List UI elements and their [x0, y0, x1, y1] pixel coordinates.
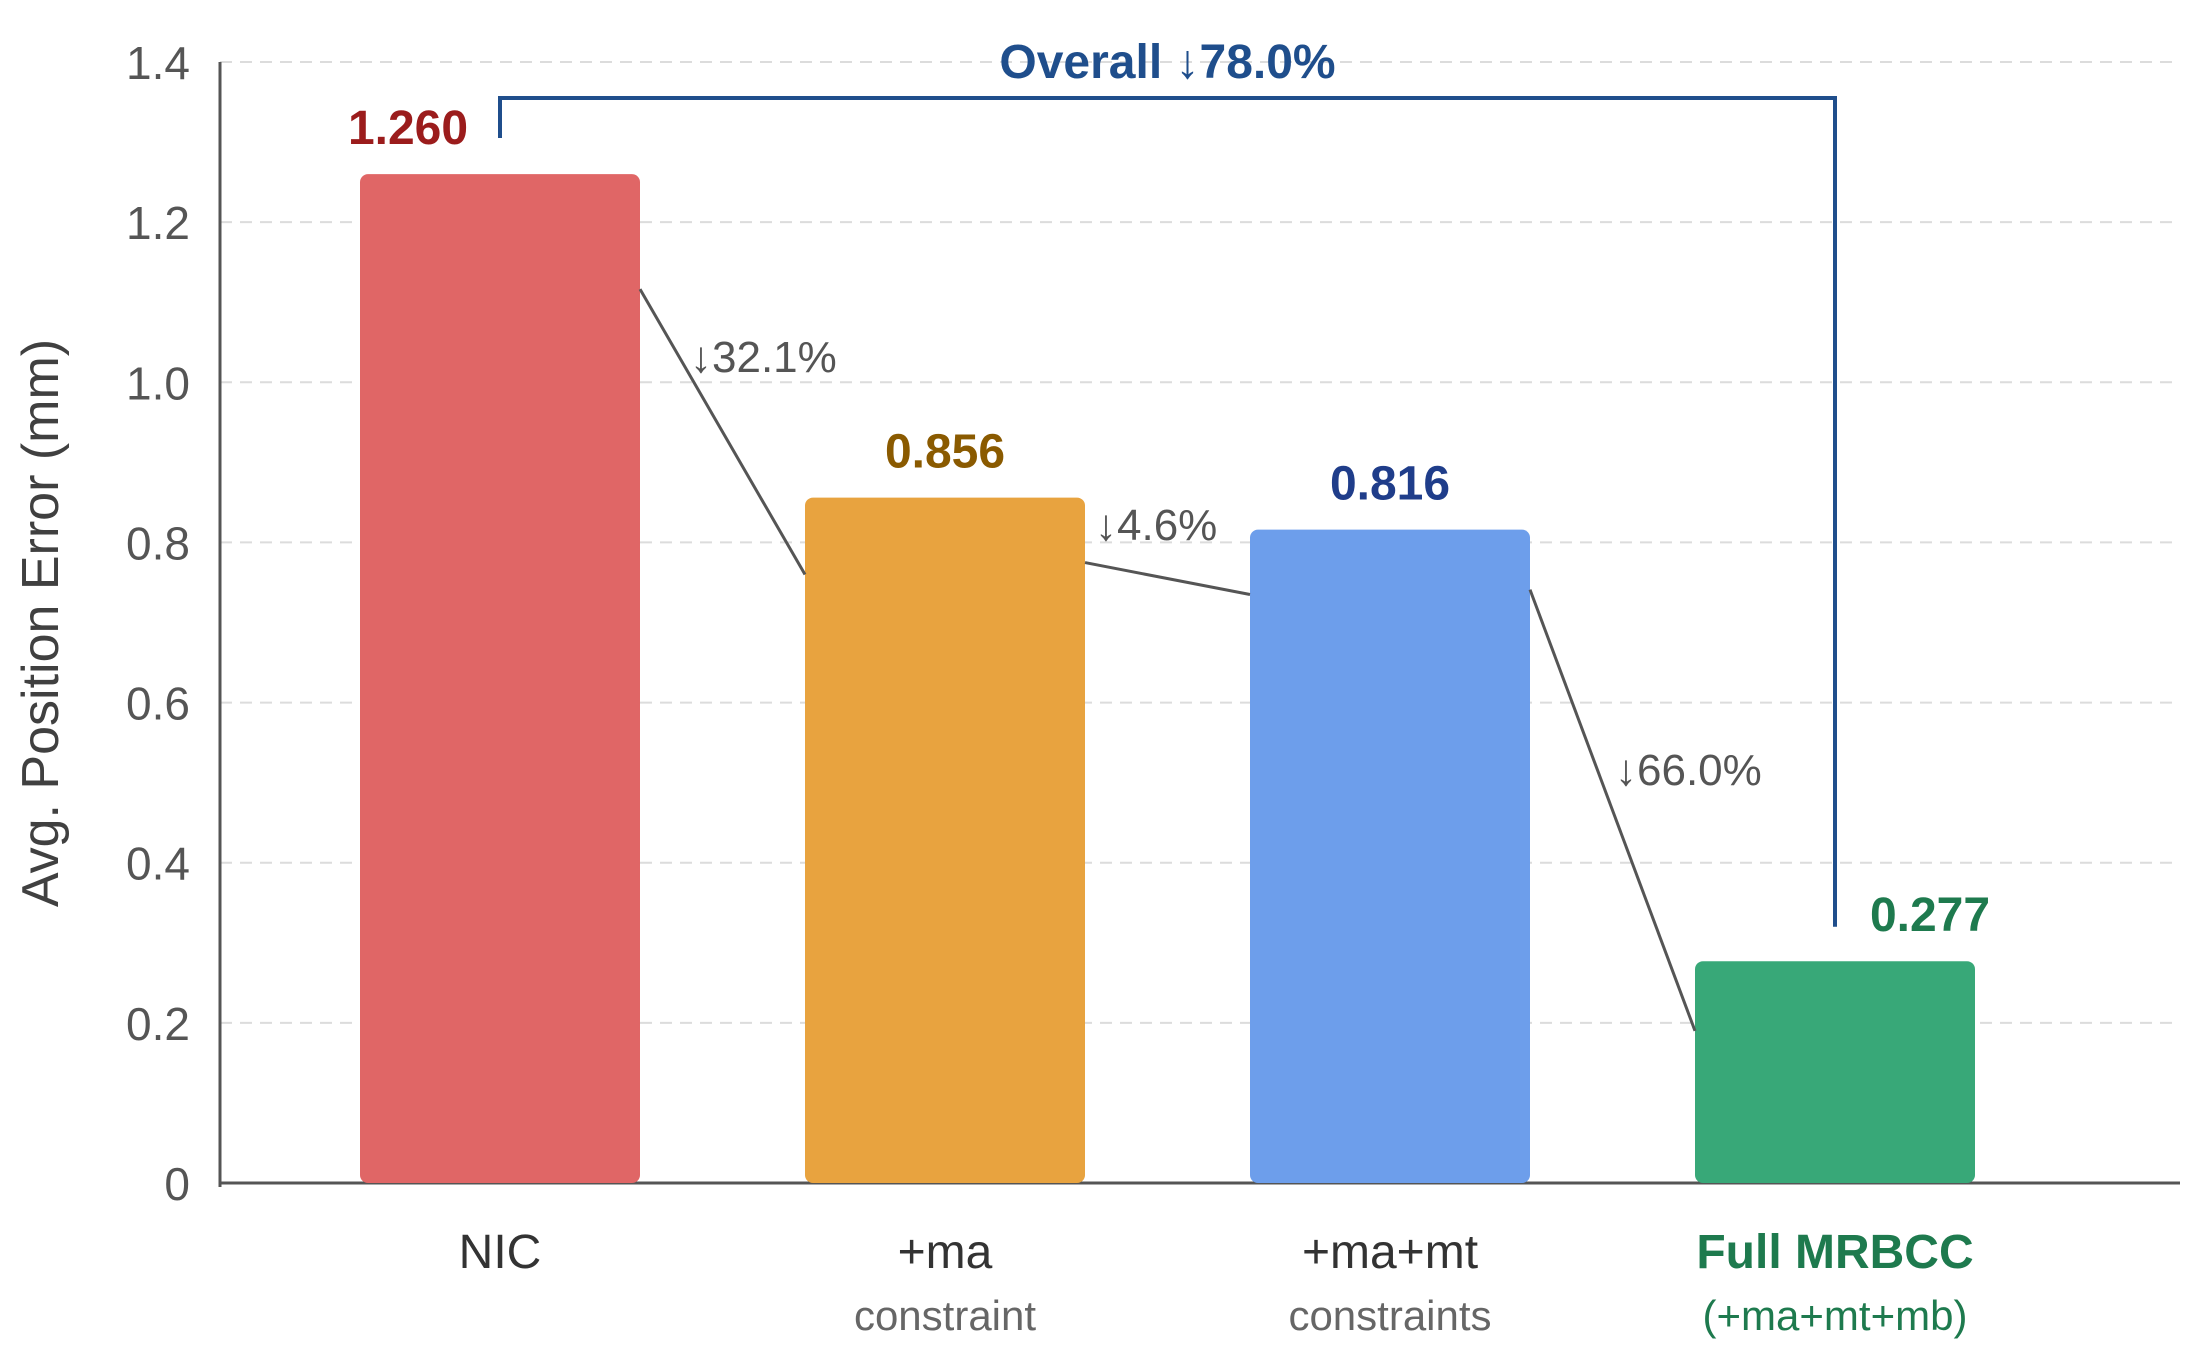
overall-bracket-line: [498, 96, 1837, 927]
bar-value-label: 1.260: [348, 102, 468, 155]
step-reduction-label: ↓4.6%: [1095, 501, 1217, 550]
reduction-connectors: [638, 288, 1697, 1032]
bar-value-label: 0.816: [1330, 458, 1450, 511]
reduction-connector: [638, 288, 807, 576]
bars: [360, 174, 1975, 1184]
reduction-connector: [1084, 561, 1251, 596]
bar: [1250, 529, 1530, 1183]
step-reduction-label: ↓66.0%: [1615, 746, 1762, 795]
bar: [805, 497, 1085, 1183]
y-tick-label: 1.2: [126, 197, 190, 249]
x-category-sublabel: constraints: [1288, 1292, 1491, 1339]
y-tick-label: 0.6: [126, 678, 190, 730]
y-axis-label: Avg. Position Error (mm): [12, 339, 70, 907]
bar: [1695, 961, 1975, 1183]
y-tick-label: 0.4: [126, 838, 190, 890]
labels: 1.260 NIC 0.856 +ma constraint 0.816 +ma+mt con…: [348, 102, 1990, 1339]
bar-value-label: 0.277: [1870, 889, 1990, 942]
y-tick-label: 0.8: [126, 517, 190, 569]
step-reduction-label: ↓32.1%: [690, 333, 837, 382]
x-category-label: +ma+mt: [1302, 1226, 1478, 1279]
bar: [360, 174, 640, 1184]
y-tick-label: 1.0: [126, 357, 190, 409]
x-category-label: Full MRBCC: [1696, 1226, 1973, 1279]
bar-value-label: 0.856: [885, 426, 1005, 479]
x-category-sublabel: (+ma+mt+mb): [1703, 1292, 1968, 1339]
overall-reduction-label: Overall ↓78.0%: [999, 36, 1335, 89]
overall-bracket: Overall ↓78.0%: [498, 36, 1837, 927]
y-tick-label: 0: [164, 1158, 190, 1210]
y-tick-label: 1.4: [126, 37, 190, 89]
x-category-label: +ma: [898, 1226, 993, 1279]
reduction-connector: [1528, 589, 1697, 1032]
x-category-label: NIC: [459, 1226, 542, 1279]
x-category-sublabel: constraint: [854, 1292, 1036, 1339]
y-tick-label: 0.2: [126, 998, 190, 1050]
